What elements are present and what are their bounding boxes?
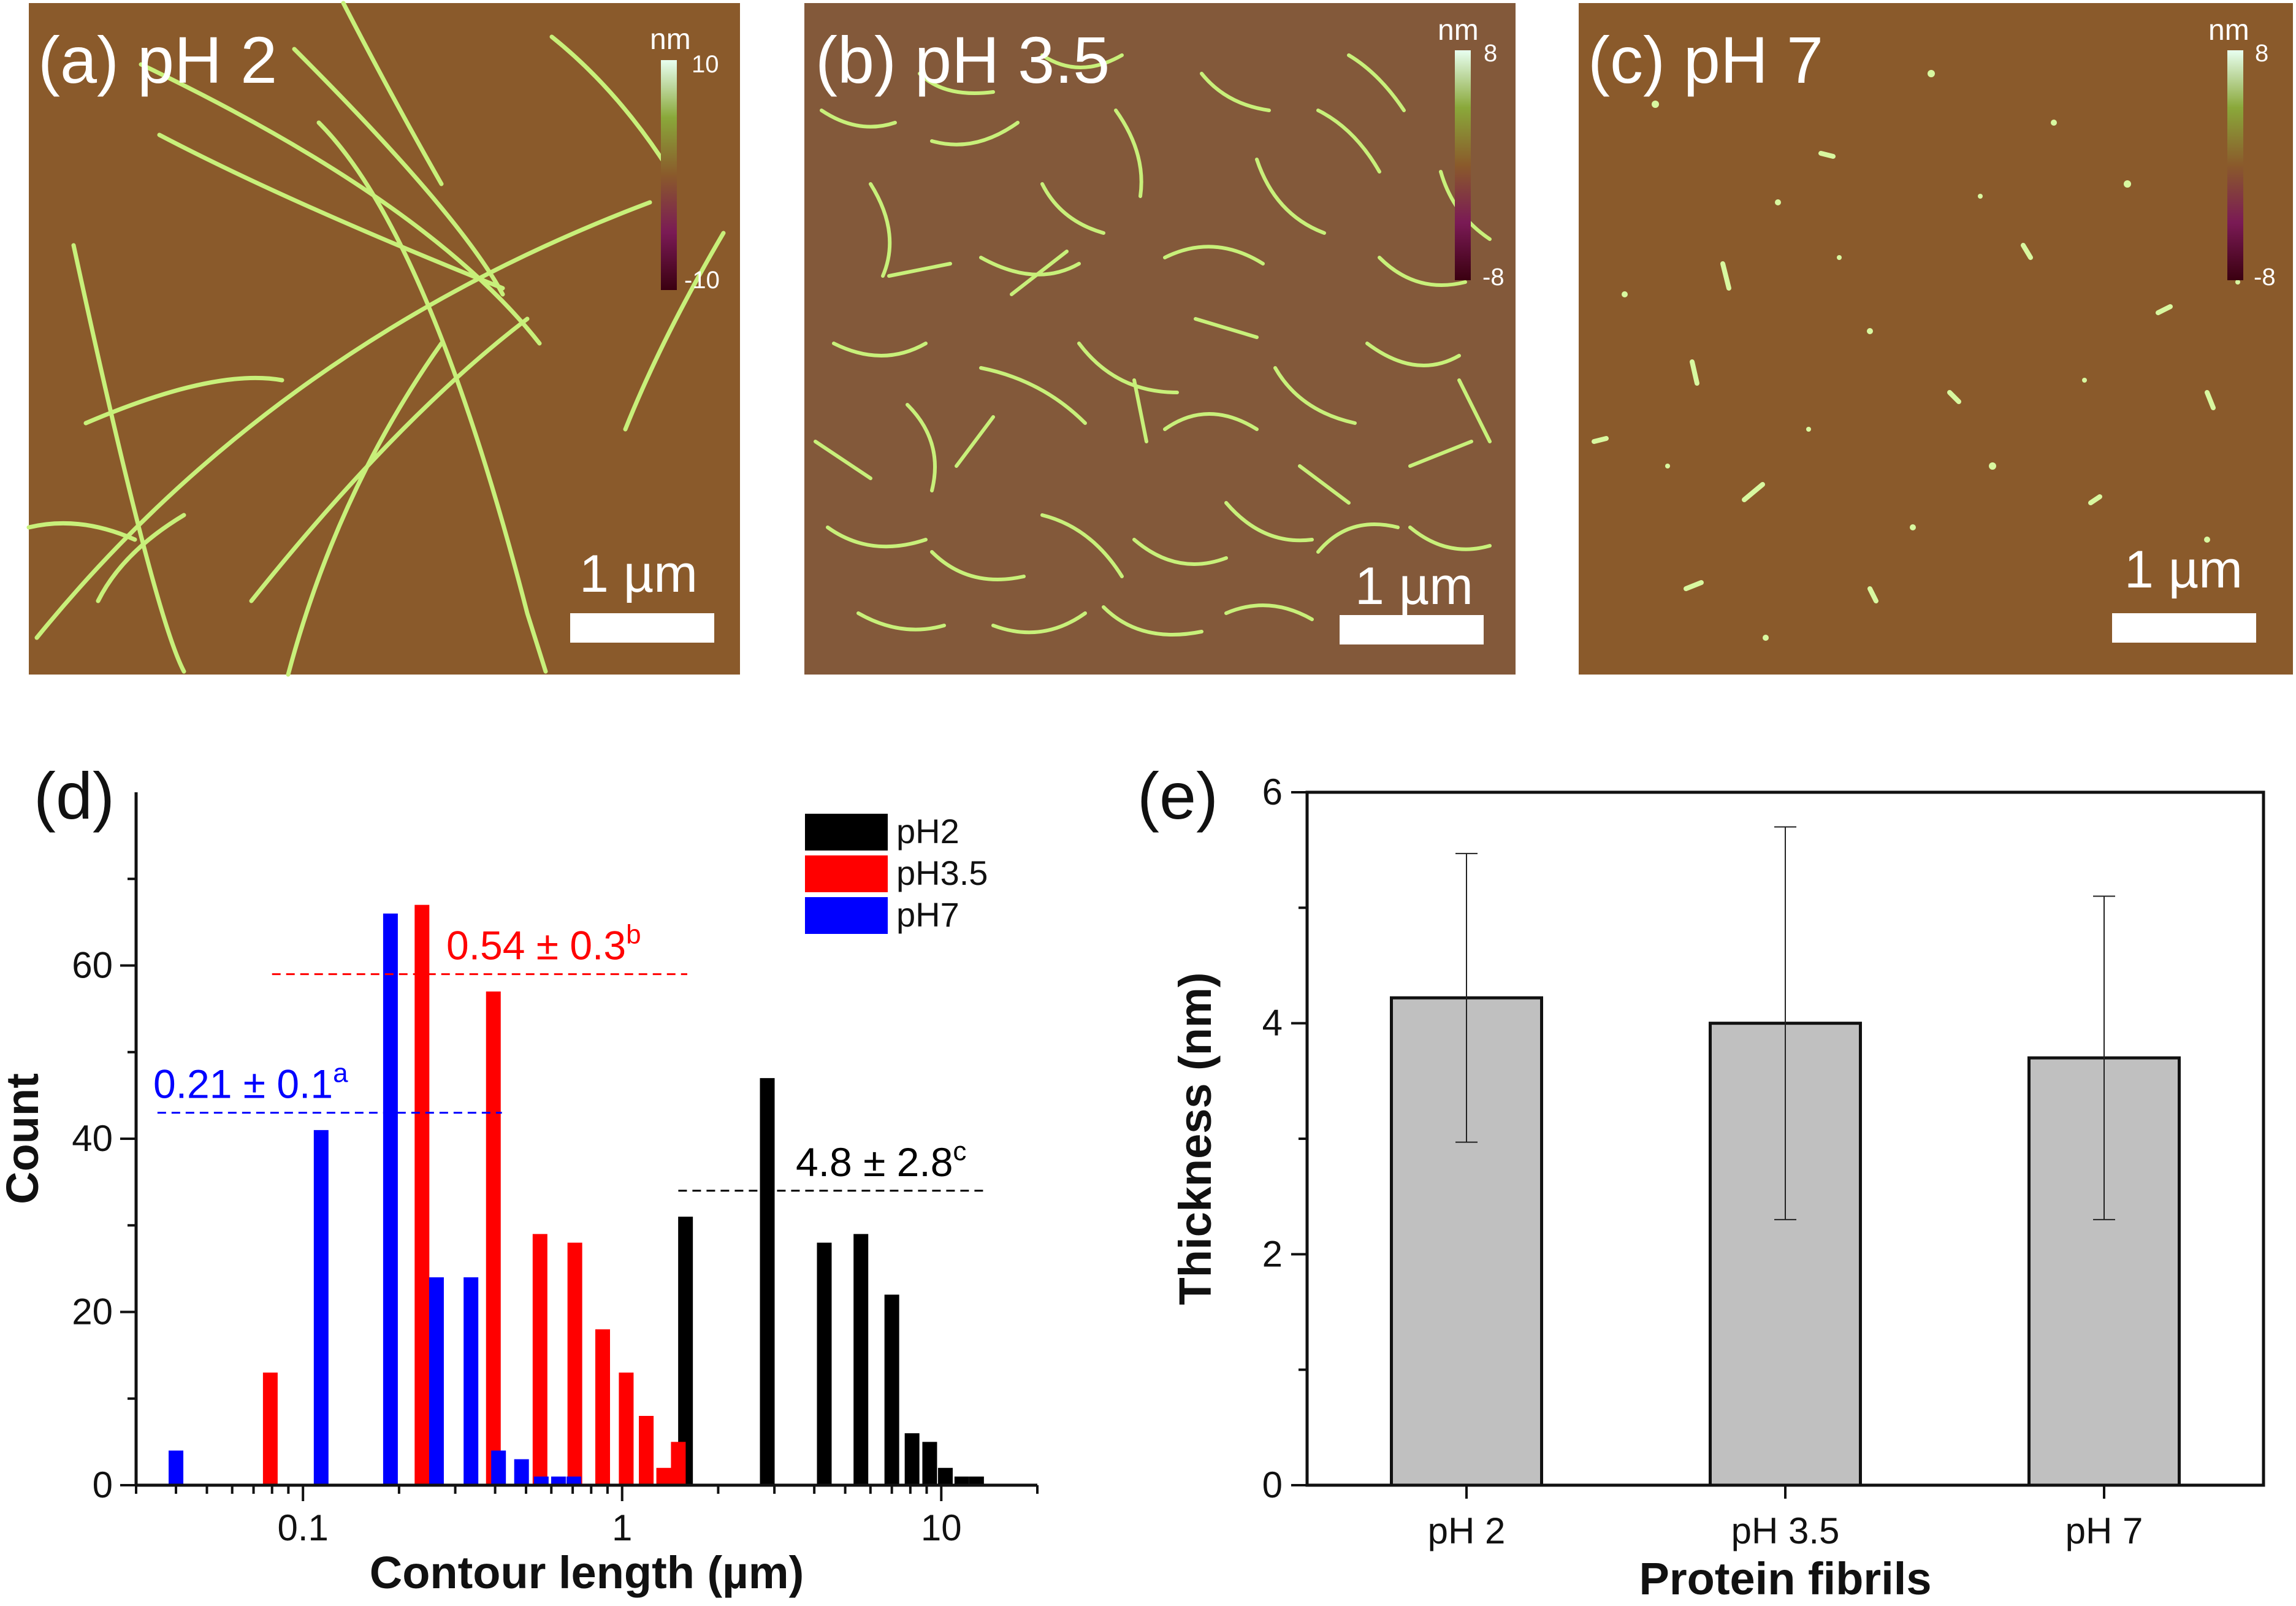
afm-fibrils-c <box>1592 151 2216 603</box>
bar-ph7 <box>429 1277 444 1485</box>
colorbar-min-c: -8 <box>2254 264 2276 291</box>
bar-ph7 <box>551 1476 566 1485</box>
afm-image-c <box>1579 3 2293 675</box>
panel-label-b: (b) pH 3.5 <box>815 23 1110 97</box>
thickness-y-title: Thickness (nm) <box>1170 973 1221 1306</box>
afm-particles-c <box>1622 70 2240 641</box>
category-label: pH 7 <box>2065 1510 2143 1551</box>
bar-ph2 <box>853 1234 869 1485</box>
mean-annotation-ph3-5: 0.54 ± 0.3b <box>446 920 641 968</box>
y-tick-label: 2 <box>1262 1233 1283 1274</box>
bar-ph7 <box>383 913 398 1485</box>
bar-ph3-5 <box>486 991 501 1485</box>
histogram-bars <box>169 904 984 1485</box>
x-tick-label: 1 <box>612 1507 632 1548</box>
y-tick-label: 60 <box>72 945 113 986</box>
legend-label: pH2 <box>896 812 959 851</box>
thickness-ticks: pH 2 pH 3.5 pH 7 0 2 4 6 <box>1262 771 2143 1551</box>
mean-annotation-ph2: 4.8 ± 2.8c <box>796 1136 966 1185</box>
afm-panel-c: nm 8 -8 1 µm (c) pH 7 <box>1579 3 2293 675</box>
bar-ph2 <box>884 1294 899 1485</box>
afm-image-b <box>804 3 1516 675</box>
bar-ph3-5 <box>567 1242 582 1485</box>
panel-letter-d: (d) <box>34 759 115 833</box>
colorbar-unit-b: nm <box>1438 14 1479 47</box>
scale-bar-c <box>2112 613 2256 643</box>
panel-label-a: (a) pH 2 <box>38 23 277 97</box>
colorbar-max-c: 8 <box>2255 40 2268 67</box>
bar-ph3-5 <box>595 1329 610 1485</box>
scale-bar-label-c: 1 µm <box>2124 540 2243 599</box>
colorbar-max-a: 10 <box>692 51 719 78</box>
histogram-y-title: Count <box>0 1073 48 1204</box>
panel-label-c: (c) pH 7 <box>1588 23 1823 97</box>
thickness-x-title: Protein fibrils <box>1639 1553 1932 1604</box>
colorbar-max-b: 8 <box>1484 40 1497 67</box>
colorbar-c <box>2227 50 2243 280</box>
afm-fibrils-a <box>26 1 726 677</box>
afm-panel-b: nm 8 -8 1 µm (b) pH 3.5 <box>804 3 1516 675</box>
bar-ph7 <box>491 1450 506 1485</box>
scale-bar-a <box>570 613 714 643</box>
bar-ph2 <box>922 1442 937 1485</box>
y-tick-label: 0 <box>1262 1464 1283 1505</box>
scale-bar-b <box>1340 615 1484 644</box>
bar-ph7 <box>463 1277 479 1485</box>
bar-ph2 <box>954 1476 969 1485</box>
bar-ph3-5 <box>532 1234 547 1485</box>
scale-bar-label-a: 1 µm <box>579 545 698 603</box>
legend-swatch <box>805 897 888 934</box>
colorbar-unit-a: nm <box>650 23 691 56</box>
bar-ph7 <box>533 1476 549 1485</box>
bar-ph7 <box>169 1450 184 1485</box>
y-tick-label: 40 <box>72 1118 113 1159</box>
bar-ph7 <box>566 1476 582 1485</box>
bar-ph3-5 <box>262 1372 278 1485</box>
bar-ph3-5 <box>656 1467 671 1485</box>
category-label: pH 2 <box>1428 1510 1506 1551</box>
thickness-panel: (e) pH 2 pH 3.5 pH 7 0 2 4 6 Protein fibrils T… <box>1137 759 2265 1604</box>
x-tick-label: 10 <box>921 1507 962 1548</box>
thickness-bars <box>1390 826 2181 1487</box>
colorbar-min-b: -8 <box>1482 264 1505 291</box>
legend-swatch <box>805 814 888 851</box>
afm-panel-a: nm 10 -10 1 µm (a) pH 2 <box>26 1 740 677</box>
histogram-x-title: Contour length (µm) <box>370 1547 804 1598</box>
bar-ph3-5 <box>414 904 430 1485</box>
bar-ph3-5 <box>619 1372 634 1485</box>
panel-letter-e: (e) <box>1137 759 1218 833</box>
bar-ph7 <box>313 1130 329 1485</box>
bar-ph3-5 <box>639 1416 654 1485</box>
bar-ph2 <box>969 1476 984 1485</box>
category-label: pH 3.5 <box>1731 1510 1840 1551</box>
bar-ph2 <box>760 1078 775 1485</box>
bar-ph2 <box>904 1433 920 1485</box>
histogram-panel: (d) 0.1 1 10 0 20 40 60 0.21 ± 0.1a 0.54 ± 0.3b… <box>0 759 1039 1598</box>
colorbar-min-a: -10 <box>684 267 720 294</box>
y-tick-label: 20 <box>72 1291 113 1333</box>
colorbar-b <box>1455 50 1471 280</box>
afm-fibrils-b <box>814 53 1492 637</box>
histogram-annotations: 0.21 ± 0.1a 0.54 ± 0.3b 4.8 ± 2.8c <box>153 920 988 1192</box>
legend-label: pH3.5 <box>896 854 988 892</box>
bar-ph2 <box>678 1217 693 1485</box>
bar-ph3-5 <box>671 1442 686 1485</box>
scale-bar-label-b: 1 µm <box>1355 557 1473 616</box>
y-tick-label: 6 <box>1262 771 1283 813</box>
colorbar-a <box>661 60 677 290</box>
bar-ph2 <box>937 1467 953 1485</box>
y-tick-label: 4 <box>1262 1003 1283 1044</box>
mean-annotation-ph7: 0.21 ± 0.1a <box>153 1058 348 1107</box>
y-tick-label: 0 <box>93 1464 113 1505</box>
legend-swatch <box>805 855 888 892</box>
colorbar-unit-c: nm <box>2208 14 2249 47</box>
x-tick-label: 0.1 <box>277 1507 328 1548</box>
bar-ph7 <box>514 1459 529 1485</box>
legend-label: pH7 <box>896 895 959 934</box>
bar-ph2 <box>817 1242 832 1485</box>
